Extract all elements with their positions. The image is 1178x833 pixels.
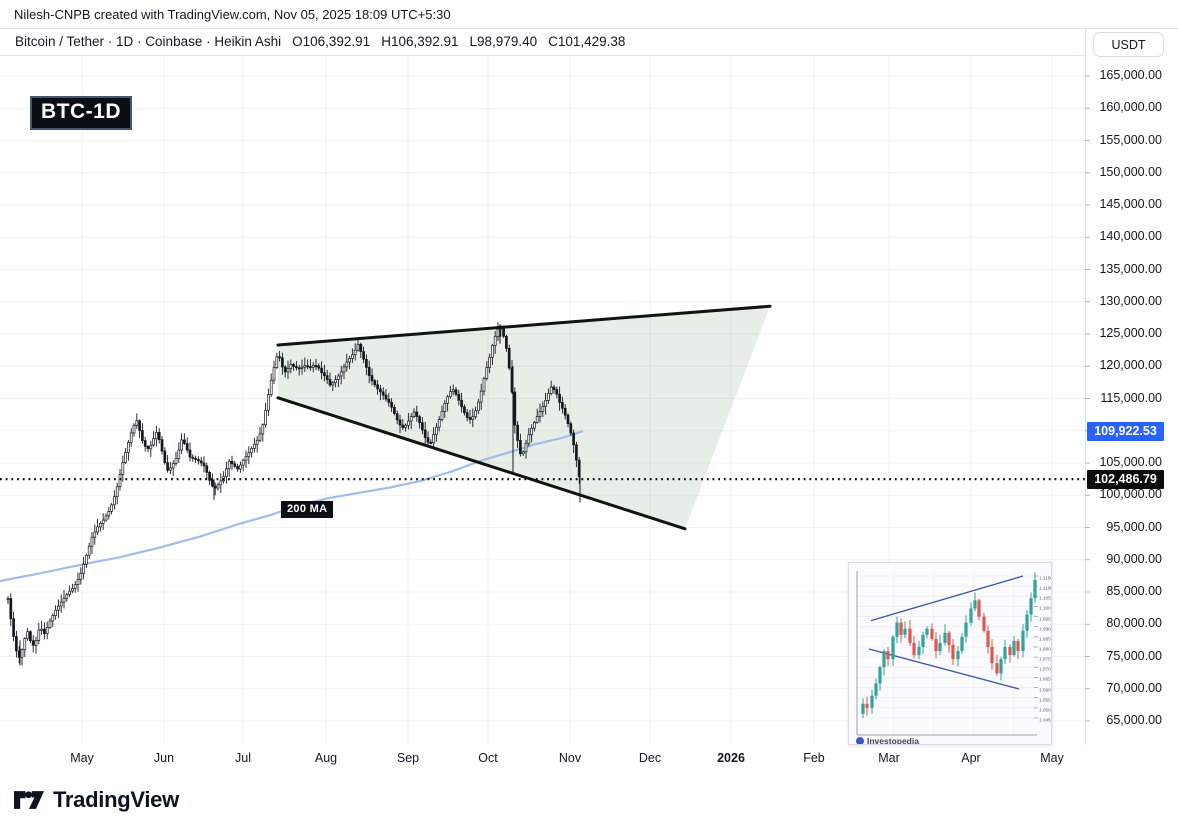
lower-trendline[interactable] xyxy=(276,396,687,531)
y-axis-label: 140,000.00 xyxy=(1099,229,1162,244)
y-axis-label: 145,000.00 xyxy=(1099,197,1162,211)
y-axis-label: 85,000.00 xyxy=(1106,584,1162,598)
ohlc-open: O106,392.91 xyxy=(292,34,371,49)
y-axis-label: 105,000.00 xyxy=(1099,455,1162,469)
y-axis-label: 65,000.00 xyxy=(1106,713,1162,727)
tradingview-wordmark: TradingView xyxy=(53,787,179,812)
y-axis-label: 155,000.00 xyxy=(1099,132,1162,147)
y-axis-label: 125,000.00 xyxy=(1099,326,1162,340)
inset-y-axis-label: 1.0850 xyxy=(1039,636,1052,642)
x-axis-label: Mar xyxy=(878,751,900,765)
y-axis-label: 120,000.00 xyxy=(1099,358,1162,373)
x-axis-label: Jun xyxy=(153,751,175,765)
y-axis-label: 150,000.00 xyxy=(1099,164,1162,179)
ma-badge[interactable]: 200 MA xyxy=(281,501,334,518)
upper-trendline[interactable] xyxy=(276,304,772,347)
y-axis-label: 75,000.00 xyxy=(1106,648,1162,663)
symbol-title: Bitcoin / Tether · 1D · Coinbase · Heiki… xyxy=(15,34,282,49)
inset-source-label: Investopedia xyxy=(867,736,919,745)
y-axis-label: 80,000.00 xyxy=(1106,616,1162,631)
x-axis-label: Jul xyxy=(235,751,251,765)
currency-button[interactable]: USDT xyxy=(1093,32,1164,57)
symbol-badge[interactable]: BTC-1D xyxy=(30,96,132,130)
investopedia-icon xyxy=(856,737,864,744)
time-axis[interactable]: May Jun Jul Aug Sep Oct Nov Dec 2026 Feb Mar Apr May xyxy=(0,745,1178,771)
inset-y-axis-label: 1.0700 xyxy=(1039,666,1052,672)
inset-y-axis-label: 1.0600 xyxy=(1039,686,1052,693)
x-axis-label: 2026 xyxy=(717,751,745,765)
y-axis-label: 135,000.00 xyxy=(1099,261,1162,276)
inset-reference-image: Investopedia 1.1150 1.1100 1.1050 1.1000 1.0… xyxy=(848,562,1052,745)
attribution-text: Nilesh-CNPB created with TradingView.com… xyxy=(14,7,451,22)
chart-legend: Bitcoin / Tether · 1D · Coinbase · Heiki… xyxy=(15,34,625,49)
y-axis-label: 70,000.00 xyxy=(1106,680,1162,695)
y-axis-label: 115,000.00 xyxy=(1100,390,1162,405)
inset-y-axis-label: 1.1100 xyxy=(1039,585,1052,591)
ohlc-high: H106,392.91 xyxy=(381,34,459,49)
inset-y-axis-label: 1.0650 xyxy=(1039,676,1052,682)
candles xyxy=(6,322,581,666)
y-axis-label: 100,000.00 xyxy=(1099,487,1162,502)
ma-line xyxy=(0,430,584,583)
y-axis-label: 160,000.00 xyxy=(1099,100,1162,115)
inset-source-logo: Investopedia xyxy=(856,736,919,745)
tradingview-logo[interactable]: TradingView xyxy=(14,787,179,813)
grid xyxy=(0,56,1085,745)
inset-y-axis-label: 1.0750 xyxy=(1039,656,1052,662)
y-axis-label: 130,000.00 xyxy=(1099,293,1162,308)
x-axis-label: Aug xyxy=(314,751,338,765)
tradingview-mark-icon xyxy=(14,791,44,809)
inset-y-axis-label: 1.1000 xyxy=(1039,605,1052,612)
x-axis-label: Nov xyxy=(558,751,582,765)
y-axis-label: 165,000.00 xyxy=(1099,68,1162,82)
y-axis-label: 90,000.00 xyxy=(1106,551,1162,566)
ohlc-low: L98,979.40 xyxy=(469,34,538,49)
x-axis-label: Sep xyxy=(396,751,420,765)
inset-y-axis-label: 1.0950 xyxy=(1039,615,1052,622)
x-axis-label: May xyxy=(1040,751,1064,765)
price-axis[interactable]: 165,000.00 160,000.00 155,000.00 150,000.00… xyxy=(1086,28,1178,745)
inset-y-axis-label: 1.0550 xyxy=(1039,697,1052,703)
x-axis-label: Feb xyxy=(803,751,825,765)
inset-y-axis-label: 1.0900 xyxy=(1039,626,1052,632)
inset-y-axis-label: 1.1150 xyxy=(1039,575,1052,581)
inset-chart xyxy=(856,571,1038,736)
inset-y-axis-label: 1.0800 xyxy=(1039,646,1052,652)
ma-value-label: 109,922.53 xyxy=(1087,421,1164,441)
x-axis-label: Dec xyxy=(638,751,662,765)
pattern-fill xyxy=(278,306,770,529)
x-axis-label: Oct xyxy=(478,751,498,765)
inset-y-axis-label: 1.0450 xyxy=(1039,717,1052,723)
ohlc-close: C101,429.38 xyxy=(548,34,626,49)
x-axis-label: May xyxy=(70,751,94,765)
inset-y-axis-label: 1.1050 xyxy=(1039,595,1052,601)
y-axis-label: 95,000.00 xyxy=(1106,519,1162,534)
x-axis-label: Apr xyxy=(961,751,981,765)
inset-y-axis-label: 1.0500 xyxy=(1039,707,1052,713)
last-price-label: 102,486.79 xyxy=(1087,469,1164,489)
